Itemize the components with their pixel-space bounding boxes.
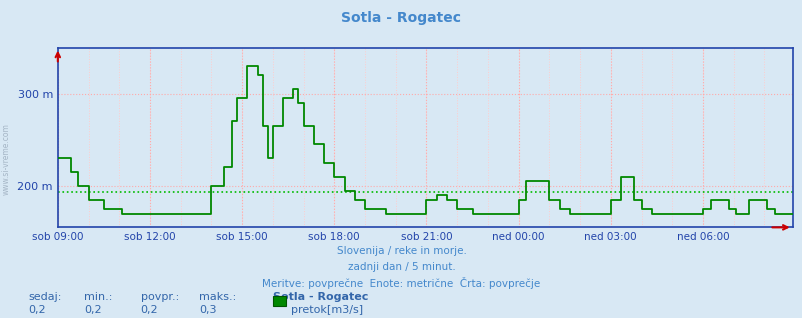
Text: 0,3: 0,3 — [199, 305, 217, 315]
Text: 0,2: 0,2 — [140, 305, 158, 315]
Text: sedaj:: sedaj: — [28, 292, 62, 302]
Text: 0,2: 0,2 — [84, 305, 102, 315]
Text: Sotla - Rogatec: Sotla - Rogatec — [341, 11, 461, 25]
Text: maks.:: maks.: — [199, 292, 236, 302]
Text: pretok[m3/s]: pretok[m3/s] — [290, 305, 363, 315]
Text: Slovenija / reke in morje.: Slovenija / reke in morje. — [336, 246, 466, 256]
Text: zadnji dan / 5 minut.: zadnji dan / 5 minut. — [347, 262, 455, 272]
Text: Meritve: povprečne  Enote: metrične  Črta: povprečje: Meritve: povprečne Enote: metrične Črta:… — [262, 277, 540, 289]
Text: Sotla - Rogatec: Sotla - Rogatec — [273, 292, 368, 302]
Text: min.:: min.: — [84, 292, 112, 302]
Text: 0,2: 0,2 — [28, 305, 46, 315]
Text: povpr.:: povpr.: — [140, 292, 179, 302]
Text: www.si-vreme.com: www.si-vreme.com — [2, 123, 11, 195]
